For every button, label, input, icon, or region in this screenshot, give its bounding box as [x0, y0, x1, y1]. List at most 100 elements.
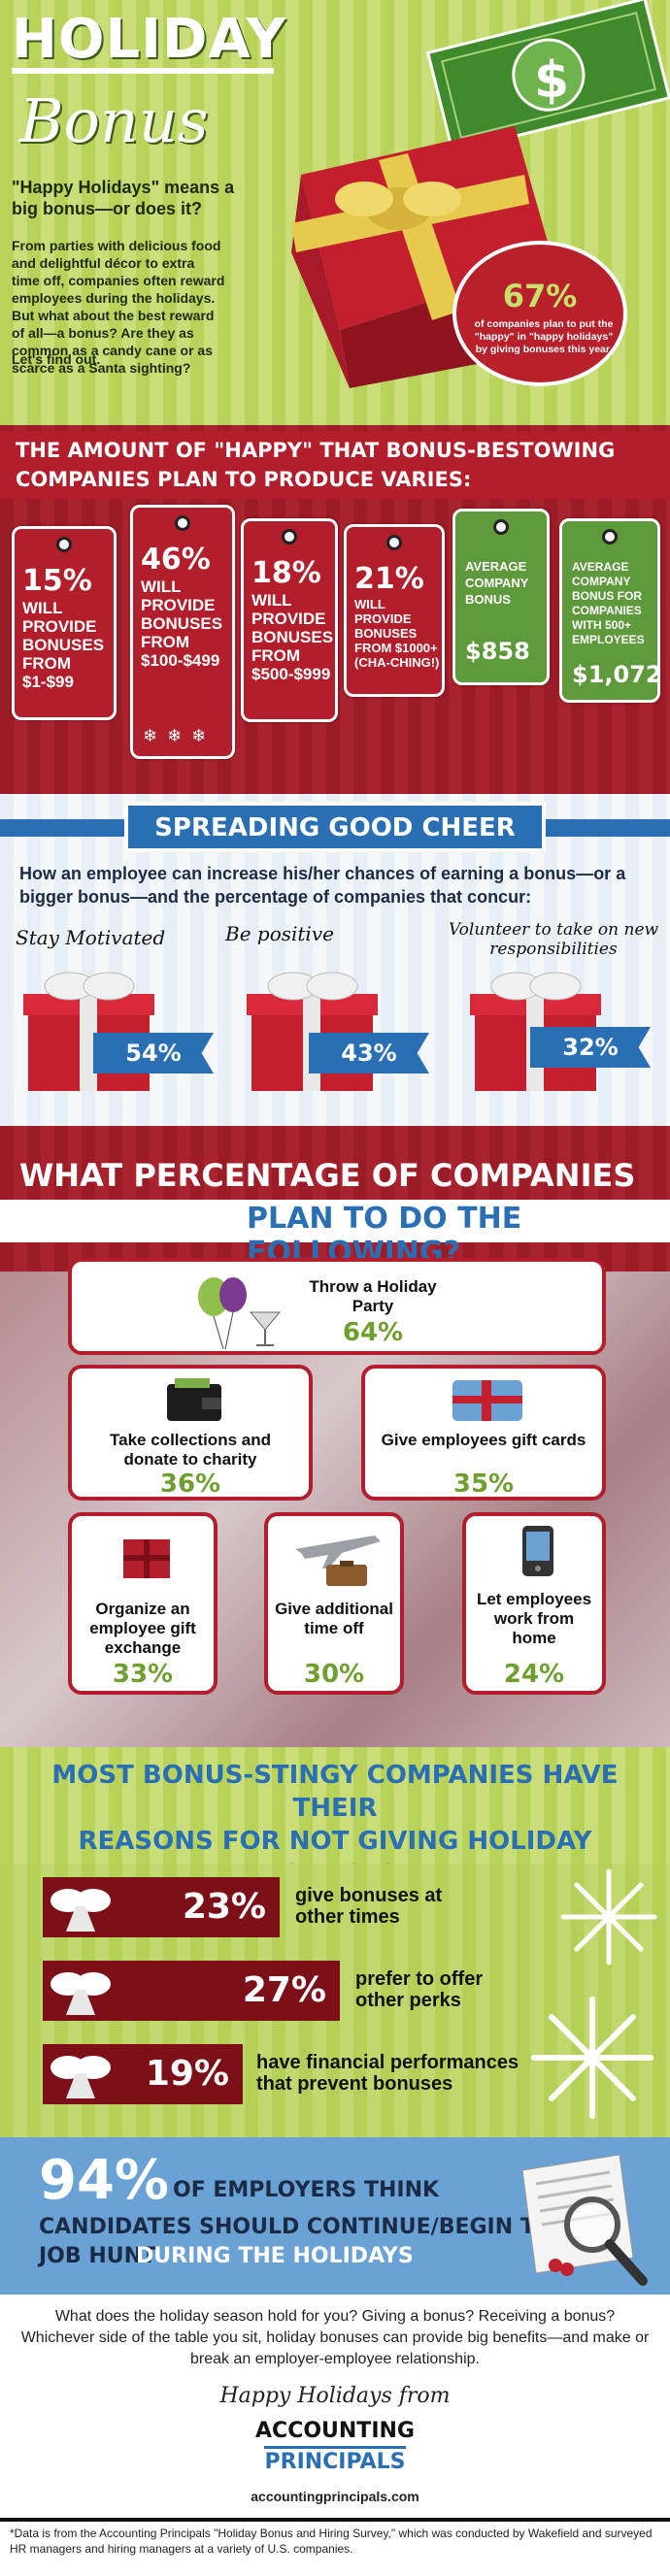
good-cheer-section: SPREADING GOOD CHEER How an employee can…	[0, 794, 670, 1126]
tag-hole-icon	[175, 515, 190, 531]
intro-find-out: Let's find out.	[12, 351, 101, 367]
dollar-sign-icon: $	[534, 51, 569, 110]
wallet-icon	[167, 1378, 221, 1421]
title-bonus: Bonus	[19, 85, 209, 156]
stingy-heading-line1: MOST BONUS-STINGY COMPANIES HAVE THEIR	[51, 1761, 619, 1823]
stingy-heading-line2: REASONS FOR NOT GIVING HOLIDAY BONUSES:	[78, 1827, 592, 1864]
intro-paragraph: From parties with delicious food and del…	[12, 238, 225, 376]
tag-bonus-500-999: 18% WILL PROVIDE BONUSES FROM $500-$999	[241, 518, 338, 722]
reason-text-2: prefer to offer other perks	[355, 1968, 484, 2011]
footnote: *Data is from the Accounting Principals …	[10, 2526, 653, 2556]
amount-heading: THE AMOUNT OF "HAPPY" THAT BONUS-BESTOWI…	[0, 431, 670, 499]
card-gift-cards-pct: 35%	[452, 1470, 515, 1499]
tag-pct: 15%	[22, 564, 92, 598]
job-hunt-line-d: DURING THE HOLIDAYS	[136, 2244, 414, 2268]
cheer-label-positive: Be positive	[225, 922, 334, 945]
stingy-heading-section: MOST BONUS-STINGY COMPANIES HAVE THEIR R…	[0, 1747, 670, 1864]
money-icon: $	[425, 0, 670, 154]
tag-hole-icon	[282, 529, 297, 545]
tag-hole-icon	[493, 519, 509, 535]
card-gift-cards-text: Give employees gift cards	[381, 1431, 586, 1449]
tag-text: WILL PROVIDE BONUSES FROM $100-$499	[141, 578, 223, 670]
job-hunt-section: 94% OF EMPLOYERS THINK CANDIDATES SHOULD…	[0, 2137, 670, 2295]
card-charity: Take collections and donate to charity 3…	[68, 1365, 313, 1501]
bow-icon	[50, 2056, 111, 2098]
card-time-off-pct: 30%	[303, 1660, 365, 1689]
tag-bonus-1000-plus: 21% WILL PROVIDE BONUSES FROM $1000+ (CH…	[344, 524, 445, 697]
cheer-label-volunteer: Volunteer to take on new responsibilitie…	[448, 920, 659, 959]
present-icon	[123, 1539, 170, 1578]
tag-hole-icon	[602, 529, 618, 545]
tag-bonus-1-99: 15% WILL PROVIDE BONUSES FROM $1-$99	[12, 526, 117, 720]
airplane-suitcase-icon	[295, 1536, 381, 1586]
reason-pct-2: 27%	[242, 1970, 326, 2010]
amount-heading-line1: THE AMOUNT OF "HAPPY" THAT BONUS-BESTOWI…	[16, 439, 616, 462]
reasons-section: 23% give bonuses at other times 27% pref…	[0, 1864, 670, 2137]
job-hunt-pct: 94%	[39, 2149, 170, 2212]
bow-icon	[50, 1972, 111, 2015]
card-holiday-party: Throw a Holiday Party 64%	[68, 1258, 606, 1355]
cheer-pct-motivated: 54%	[93, 1033, 214, 1073]
tag-text: WILL PROVIDE BONUSES FROM $1000+ (CHA-CH…	[354, 597, 440, 670]
card-holiday-party-pct: 64%	[342, 1318, 404, 1347]
tag-pct: 21%	[354, 562, 424, 596]
reason-pct-1: 23%	[182, 1887, 266, 1927]
amount-heading-line2: COMPANIES PLAN TO PRODUCE VARIES:	[16, 468, 472, 491]
cheer-pct-volunteer: 32%	[530, 1027, 651, 1068]
tag-pct: 46%	[141, 543, 211, 577]
title-divider	[12, 68, 274, 74]
closing-divider	[0, 2518, 670, 2522]
cheer-banner-text: SPREADING GOOD CHEER	[154, 813, 516, 842]
stat-67-value: 67%	[502, 278, 578, 314]
tag-pct: 18%	[251, 556, 321, 590]
gift-card-icon	[452, 1380, 522, 1421]
tag-hole-icon	[56, 537, 72, 552]
amount-section: THE AMOUNT OF "HAPPY" THAT BONUS-BESTOWI…	[0, 425, 670, 794]
snowflake-icon	[560, 1868, 657, 1965]
card-gift-cards: Give employees gift cards 35%	[361, 1365, 606, 1501]
cheer-label-motivated: Stay Motivated	[16, 926, 166, 949]
tag-text: WILL PROVIDE BONUSES FROM $500-$999	[251, 591, 334, 683]
plans-heading-bg	[0, 1126, 670, 1271]
avg-bonus-500-label: AVERAGE COMPANY BONUS FOR COMPANIES WITH…	[572, 560, 645, 646]
reason-bar-3: 19%	[43, 2044, 243, 2104]
closing-section: What does the holiday season hold for yo…	[0, 2295, 670, 2576]
card-gift-exchange: Organize an employee gift exchange 33%	[68, 1512, 218, 1695]
tag-text: WILL PROVIDE BONUSES FROM $1-$99	[22, 599, 105, 691]
card-holiday-party-text: Throw a Holiday Party	[309, 1277, 437, 1315]
stingy-heading: MOST BONUS-STINGY COMPANIES HAVE THEIR R…	[29, 1759, 641, 1864]
cheer-intro: How an employee can increase his/her cha…	[19, 864, 626, 907]
cheer-banner: SPREADING GOOD CHEER	[124, 802, 546, 852]
plans-section: WHAT PERCENTAGE OF COMPANIES PLAN TO DO …	[0, 1126, 670, 1747]
magnifier-document-icon	[521, 2154, 648, 2286]
card-work-from-home-pct: 24%	[503, 1660, 565, 1689]
avg-bonus-value: $858	[465, 638, 530, 665]
tag-average-bonus-500: AVERAGE COMPANY BONUS FOR COMPANIES WITH…	[559, 518, 662, 703]
stat-67-text: of companies plan to put the "happy" in …	[474, 318, 614, 355]
card-charity-text: Take collections and donate to charity	[110, 1431, 271, 1469]
header-section: HOLIDAY Bonus "Happy Holidays" means a b…	[0, 0, 670, 425]
phone-icon	[522, 1526, 553, 1576]
reason-text-3: have financial performances that prevent…	[256, 2052, 519, 2095]
avg-bonus-500-value: $1,072	[572, 661, 662, 688]
job-hunt-line-b: CANDIDATES SHOULD CONTINUE/BEGIN THEIR	[39, 2215, 592, 2239]
card-gift-exchange-text: Organize an employee gift exchange	[89, 1600, 196, 1657]
closing-paragraph: What does the holiday season hold for yo…	[20, 2308, 650, 2367]
closing-happy-holidays: Happy Holidays from	[219, 2384, 451, 2408]
snowflake-icon	[531, 1997, 653, 2119]
bow-icon	[50, 1889, 111, 1932]
card-time-off-text: Give additional time off	[275, 1600, 393, 1637]
logo-divider	[264, 2446, 406, 2449]
intro-question: "Happy Holidays" means a big bonus—or do…	[12, 178, 235, 218]
job-hunt-line-a: OF EMPLOYERS THINK	[173, 2178, 440, 2202]
tag-bonus-100-499: 46% WILL PROVIDE BONUSES FROM $100-$499 …	[130, 505, 235, 759]
snowflake-icon: ❄❄❄	[143, 726, 217, 745]
avg-bonus-label: AVERAGE COMPANY BONUS	[465, 559, 529, 607]
reason-pct-3: 19%	[145, 2054, 229, 2094]
tag-hole-icon	[386, 535, 402, 550]
job-hunt-line-c: JOB HUNT	[39, 2244, 157, 2268]
cheer-pct-positive: 43%	[309, 1033, 429, 1073]
closing-url-link[interactable]: accountingprincipals.com	[251, 2489, 419, 2504]
tag-average-bonus: AVERAGE COMPANY BONUS $858	[452, 509, 550, 685]
card-work-from-home: Let employees work from home 24%	[462, 1512, 606, 1695]
